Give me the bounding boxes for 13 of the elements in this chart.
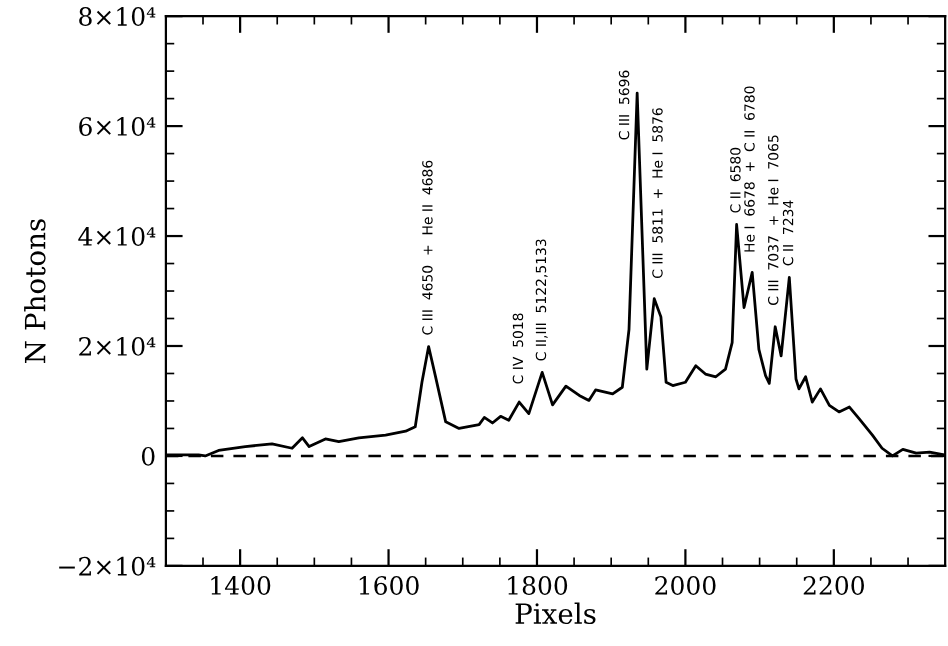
y-tick-label: 0 <box>141 446 155 466</box>
x-tick-label: 2000 <box>655 576 716 595</box>
x-tick-label: 1800 <box>508 576 568 595</box>
y-tick-label: 8×10⁴ <box>79 7 156 26</box>
x-axis-title: Pixels <box>515 602 596 625</box>
x-tick-label: 1400 <box>211 576 271 595</box>
y-tick-label: 4×10⁴ <box>78 226 156 246</box>
y-tick-label: 2×10⁴ <box>79 336 156 356</box>
x-tick-label: 2200 <box>803 576 864 595</box>
x-tick-label: 1600 <box>359 576 419 595</box>
y-tick-label: 6×10⁴ <box>79 117 156 136</box>
y-tick-label: −2×10⁴ <box>59 556 156 576</box>
y-axis-title: N Photons <box>24 219 46 363</box>
